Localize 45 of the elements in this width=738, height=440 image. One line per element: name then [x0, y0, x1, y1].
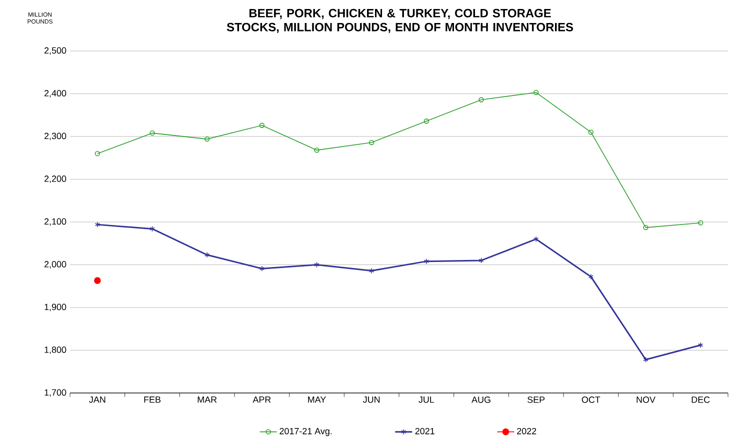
x-tick-label: DEC — [692, 396, 710, 404]
chart-title: BEEF, PORK, CHICKEN & TURKEY, COLD STORAGE STOCKS, MILLION POUNDS, END OF MONTH INVENTORIES — [226, 9, 574, 34]
x-tick-label: OCT — [582, 396, 600, 404]
point — [150, 226, 155, 232]
y-tick-label: 1,800 — [44, 346, 66, 354]
point — [94, 277, 101, 284]
x-tick-label: MAY — [308, 396, 326, 403]
point — [588, 130, 594, 135]
y-tick-label: 2,100 — [44, 218, 66, 226]
y-tick-label: 2,500 — [44, 47, 66, 55]
x-tick-label: JAN — [89, 396, 106, 403]
x-tick-label: FEB — [144, 396, 161, 403]
x-tick-label: APR — [252, 396, 271, 403]
y-tick-label: 2,400 — [44, 90, 66, 98]
legend-label: 2021 — [415, 428, 434, 434]
y-tick-label: 2,200 — [44, 176, 66, 184]
point — [643, 225, 648, 230]
point — [368, 140, 374, 146]
point — [204, 252, 210, 258]
point — [259, 122, 265, 128]
point — [424, 118, 430, 124]
point — [259, 266, 264, 272]
point — [478, 97, 484, 102]
legend-label: 2022 — [517, 428, 536, 434]
y-tick-label: 2,000 — [44, 261, 66, 269]
x-tick-label: AUG — [472, 396, 490, 404]
point — [150, 130, 155, 136]
x-tick-label: JUL — [418, 396, 434, 403]
point — [534, 236, 539, 242]
y-tick-label: 2,300 — [44, 132, 66, 140]
y-tick-label: 1,900 — [44, 304, 66, 312]
point — [643, 356, 648, 363]
point — [314, 262, 320, 268]
legend-label: 2017-21 Avg. — [280, 428, 332, 436]
x-tick-label: MAR — [198, 396, 217, 403]
point — [204, 136, 210, 142]
x-tick-label: NOV — [636, 396, 656, 404]
x-tick-label: SEP — [528, 396, 545, 404]
y-tick-label: 1,700 — [44, 389, 66, 397]
point — [533, 90, 539, 96]
point — [588, 274, 594, 280]
point — [424, 258, 429, 264]
point — [369, 268, 374, 274]
x-tick-label: JUN — [363, 396, 380, 403]
point — [314, 148, 320, 153]
